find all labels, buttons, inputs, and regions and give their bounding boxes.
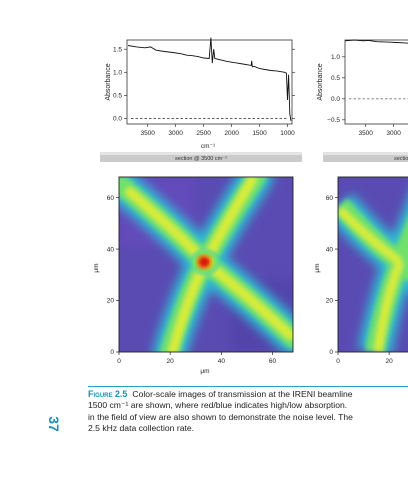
caption-text-line-2: 1500 cm⁻¹ are shown, where red/blue indi… <box>88 400 348 411</box>
left-image-panel: 0 20 40 60 0 20 40 60 μm μm <box>93 176 294 375</box>
left-spectrum-ytick-label: 1.5 <box>113 46 122 53</box>
right-image-xtick-label: 20 <box>386 358 394 365</box>
left-image-xtick-label: 0 <box>117 358 121 365</box>
right-spectrum-panel: 3500 3000 −0.5 0.0 0.5 1.0 Absorbance <box>317 39 408 137</box>
figure-caption: Figure 2.5 Color-scale images of transmis… <box>88 389 408 434</box>
right-section-bar-shade <box>323 152 408 155</box>
right-image-panel: 0 20 0 20 40 60 μm <box>314 176 408 365</box>
left-image-ytick-label: 0 <box>110 349 114 356</box>
left-spectrum-xtick-label: 3500 <box>140 130 155 137</box>
left-spectrum-ytick-label: 0.5 <box>113 93 122 100</box>
right-image-ridge-core-a <box>338 207 403 266</box>
left-spectrum-ylabel: Absorbance <box>105 63 112 100</box>
caption-text-line-1: Color-scale images of transmission at th… <box>132 389 353 399</box>
left-image-ytick-label: 60 <box>107 195 115 202</box>
left-section-bar-bg <box>100 152 302 162</box>
left-spectrum-frame <box>126 39 293 125</box>
left-image-ytick-label: 40 <box>107 246 115 253</box>
right-spectrum-ytick-label: −0.5 <box>327 117 340 124</box>
right-section-bar-bg <box>323 152 408 162</box>
right-image-xtick-label: 0 <box>336 358 340 365</box>
right-image-frame <box>337 176 408 353</box>
left-image-hotspot-core <box>198 256 210 268</box>
left-image-ylabel: μm <box>93 263 100 272</box>
right-spectrum-ytick-label: 1.0 <box>331 54 340 61</box>
left-image-xlabel: μm <box>200 368 209 375</box>
left-section-bar: section @ 3500 cm⁻¹ <box>100 152 302 162</box>
left-spectrum-ytick-label: 0.0 <box>113 116 122 123</box>
left-spectrum-ytick-label: 1.0 <box>113 70 122 77</box>
right-image-ytick-label: 40 <box>326 246 334 253</box>
caption-line-1: Figure 2.5 Color-scale images of transmis… <box>88 389 408 400</box>
right-spectrum-frame <box>344 39 408 125</box>
right-spectrum-xtick-label: 3500 <box>358 130 373 137</box>
left-spectrum-series-line <box>128 37 292 121</box>
right-image-ylabel: μm <box>314 263 321 272</box>
left-spectrum-xtick-label: 1500 <box>252 130 267 137</box>
left-spectrum-xtick-label: 2000 <box>224 130 239 137</box>
left-spectrum-xtick-label: 2500 <box>196 130 211 137</box>
caption-figure-number: 2.5 <box>114 389 128 399</box>
right-spectrum-ticks: 3500 3000 −0.5 0.0 0.5 1.0 <box>327 54 401 137</box>
right-spectrum-series-line <box>344 39 408 44</box>
left-spectrum-ticks: 3500 3000 2500 2000 1500 1000 0.0 0.5 1.0 1.5 <box>113 46 295 137</box>
page-number: 37 <box>46 416 62 432</box>
left-image-ytick-label: 20 <box>107 298 115 305</box>
left-image-frame <box>118 176 294 353</box>
right-section-bar-label: sectio <box>394 156 408 162</box>
right-spectrum-ytick-label: 0.0 <box>331 96 340 103</box>
left-section-bar-shade <box>100 152 302 155</box>
caption-text-line-4: 2.5 kHz data collection rate. <box>88 422 195 433</box>
left-image-xtick-label: 60 <box>269 358 277 365</box>
right-image-ytick-label: 20 <box>326 298 334 305</box>
right-image-ytick-label: 60 <box>326 195 334 202</box>
right-spectrum-ytick-label: 0.5 <box>331 75 340 82</box>
caption-figure-label: Figure <box>88 389 113 399</box>
right-image-ytick-label: 0 <box>329 349 333 356</box>
left-spectrum-panel: 3500 3000 2500 2000 1500 1000 0.0 0.5 1.0 1.5 Abs… <box>105 37 295 150</box>
left-section-bar-label: section @ 3500 cm⁻¹ <box>175 156 227 162</box>
right-spectrum-xtick-label: 3000 <box>386 130 401 137</box>
right-section-bar: sectio <box>323 152 408 162</box>
caption-rule <box>88 386 408 387</box>
left-image-xtick-label: 40 <box>218 358 226 365</box>
right-spectrum-ylabel: Absorbance <box>317 63 324 100</box>
caption-text-line-3: in the field of view are also shown to d… <box>88 411 353 422</box>
left-image-ticks: 0 20 40 60 0 20 40 60 <box>107 195 277 365</box>
right-image-ridge-core-b <box>374 260 404 352</box>
left-spectrum-xlabel: cm⁻¹ <box>201 143 216 150</box>
left-image-xtick-label: 20 <box>167 358 175 365</box>
left-spectrum-xtick-label: 3000 <box>168 130 183 137</box>
left-spectrum-xtick-label: 1000 <box>280 130 295 137</box>
right-image-ticks: 0 20 0 20 40 60 <box>326 195 393 365</box>
